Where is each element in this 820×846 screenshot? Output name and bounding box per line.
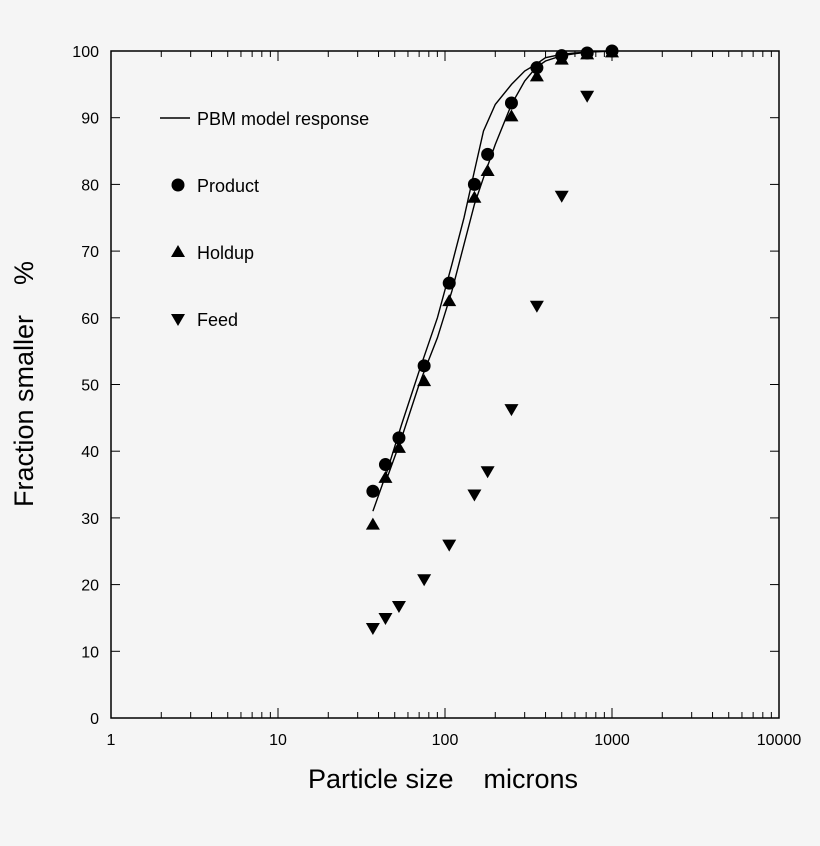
holdup-point xyxy=(504,109,519,122)
x-tick-label: 1 xyxy=(107,732,116,749)
feed-point xyxy=(417,574,432,587)
x-tick-label: 10000 xyxy=(757,732,802,749)
y-tick-label: 60 xyxy=(81,311,99,328)
legend-label: Feed xyxy=(197,310,238,330)
legend-triangle-up-symbol xyxy=(171,245,185,257)
legend: PBM model response Product Holdup Feed xyxy=(160,109,369,330)
feed-point xyxy=(378,612,393,625)
feed-point xyxy=(442,539,457,552)
y-axis-title: Fraction smaller % xyxy=(9,261,39,507)
product-point xyxy=(467,177,481,191)
plot-frame xyxy=(110,50,780,719)
holdup-point xyxy=(467,190,482,203)
feed-point xyxy=(480,466,495,479)
product-point xyxy=(442,276,456,290)
legend-triangle-down-symbol xyxy=(171,314,185,326)
product-point xyxy=(392,431,406,445)
feed-point xyxy=(554,190,569,203)
y-tick-label: 30 xyxy=(81,511,99,528)
model-line xyxy=(372,50,613,512)
legend-label: Holdup xyxy=(197,243,254,263)
markers-layer xyxy=(365,44,619,635)
product-point xyxy=(417,359,431,373)
model-line xyxy=(386,50,613,479)
holdup-point xyxy=(529,69,544,82)
product-point xyxy=(378,458,392,472)
y-tick-label: 80 xyxy=(81,177,99,194)
y-tick-label: 70 xyxy=(81,244,99,261)
legend-label: PBM model response xyxy=(197,109,369,129)
x-axis-title: Particle size microns xyxy=(308,764,578,794)
holdup-point xyxy=(391,440,406,453)
product-point xyxy=(530,61,544,75)
y-tick-label: 20 xyxy=(81,578,99,595)
holdup-point xyxy=(580,47,595,60)
y-tick-label: 50 xyxy=(81,378,99,395)
model-lines-layer xyxy=(372,50,613,512)
feed-point xyxy=(504,404,519,417)
x-tick-label: 1000 xyxy=(594,732,630,749)
product-point xyxy=(366,484,380,498)
feed-point xyxy=(529,300,544,313)
legend-circle-symbol xyxy=(171,178,185,192)
holdup-point xyxy=(417,374,432,387)
y-tick-label: 40 xyxy=(81,444,99,461)
y-tick-label: 90 xyxy=(81,111,99,128)
legend-label: Product xyxy=(197,176,259,196)
holdup-point xyxy=(480,164,495,177)
product-point xyxy=(481,147,495,161)
holdup-point xyxy=(605,45,619,58)
y-tick-label: 0 xyxy=(90,711,99,728)
feed-point xyxy=(365,622,380,635)
y-tick-label: 100 xyxy=(72,44,99,61)
holdup-point xyxy=(554,52,569,65)
product-point xyxy=(504,96,518,110)
holdup-point xyxy=(442,294,457,307)
holdup-point xyxy=(378,470,393,483)
x-tick-label: 10 xyxy=(269,732,287,749)
holdup-point xyxy=(365,517,380,530)
feed-point xyxy=(467,489,482,502)
x-tick-label: 100 xyxy=(432,732,459,749)
feed-point xyxy=(580,90,595,103)
y-tick-label: 10 xyxy=(81,644,99,661)
feed-point xyxy=(391,600,406,613)
